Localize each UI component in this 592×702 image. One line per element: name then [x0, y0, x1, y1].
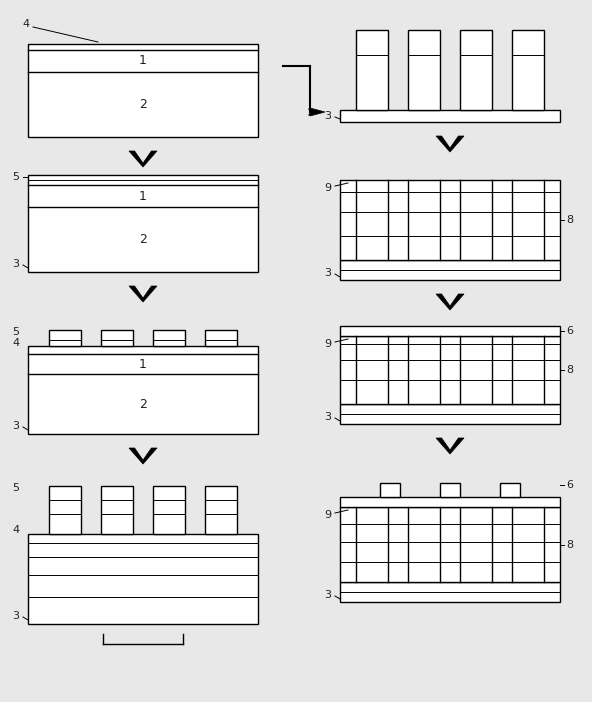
Bar	[49, 330, 81, 346]
Polygon shape	[310, 108, 325, 116]
Bar	[340, 336, 560, 404]
Bar	[440, 483, 460, 497]
Bar	[205, 486, 237, 534]
Bar	[340, 326, 560, 336]
Text: 1: 1	[139, 357, 147, 371]
Text: 3: 3	[324, 412, 332, 422]
Bar	[340, 497, 560, 507]
Bar	[340, 582, 560, 602]
Bar	[340, 110, 560, 122]
Bar	[408, 30, 440, 110]
Text: 4: 4	[22, 19, 30, 29]
Bar	[512, 30, 544, 110]
Polygon shape	[436, 294, 464, 310]
Text: 5: 5	[12, 327, 20, 337]
Text: 3: 3	[324, 590, 332, 600]
Text: 1: 1	[139, 190, 147, 202]
Bar	[28, 44, 258, 137]
Text: 2: 2	[139, 233, 147, 246]
Bar	[205, 330, 237, 346]
Bar	[153, 330, 185, 346]
Text: 8: 8	[566, 540, 573, 550]
Bar	[356, 30, 388, 110]
Bar	[340, 180, 560, 260]
Text: 9: 9	[324, 510, 332, 520]
Text: 6: 6	[566, 326, 573, 336]
Polygon shape	[129, 448, 157, 464]
Bar	[340, 260, 560, 280]
Polygon shape	[436, 438, 464, 454]
Bar	[28, 175, 258, 272]
Bar	[460, 30, 492, 110]
Text: 3: 3	[12, 421, 20, 431]
Text: 1: 1	[139, 55, 147, 67]
Text: 3: 3	[324, 268, 332, 278]
Text: 2: 2	[139, 98, 147, 111]
Bar	[340, 404, 560, 424]
Text: 6: 6	[566, 480, 573, 490]
Bar	[28, 534, 258, 624]
Text: 4: 4	[12, 338, 20, 348]
Text: 5: 5	[12, 172, 20, 182]
Text: 2: 2	[139, 397, 147, 411]
Bar	[101, 486, 133, 534]
Polygon shape	[129, 286, 157, 302]
Text: 3: 3	[324, 111, 332, 121]
Bar	[101, 330, 133, 346]
Text: 8: 8	[566, 215, 573, 225]
Bar	[500, 483, 520, 497]
Bar	[340, 507, 560, 582]
Polygon shape	[129, 151, 157, 167]
Text: 3: 3	[12, 611, 20, 621]
Text: 9: 9	[324, 339, 332, 349]
Bar	[380, 483, 400, 497]
Text: 3: 3	[12, 259, 20, 269]
Polygon shape	[436, 136, 464, 152]
Text: 5: 5	[12, 483, 20, 493]
Bar	[49, 486, 81, 534]
Bar	[153, 486, 185, 534]
Text: 4: 4	[12, 525, 20, 535]
Text: 9: 9	[324, 183, 332, 193]
Text: 8: 8	[566, 365, 573, 375]
Bar	[28, 346, 258, 434]
